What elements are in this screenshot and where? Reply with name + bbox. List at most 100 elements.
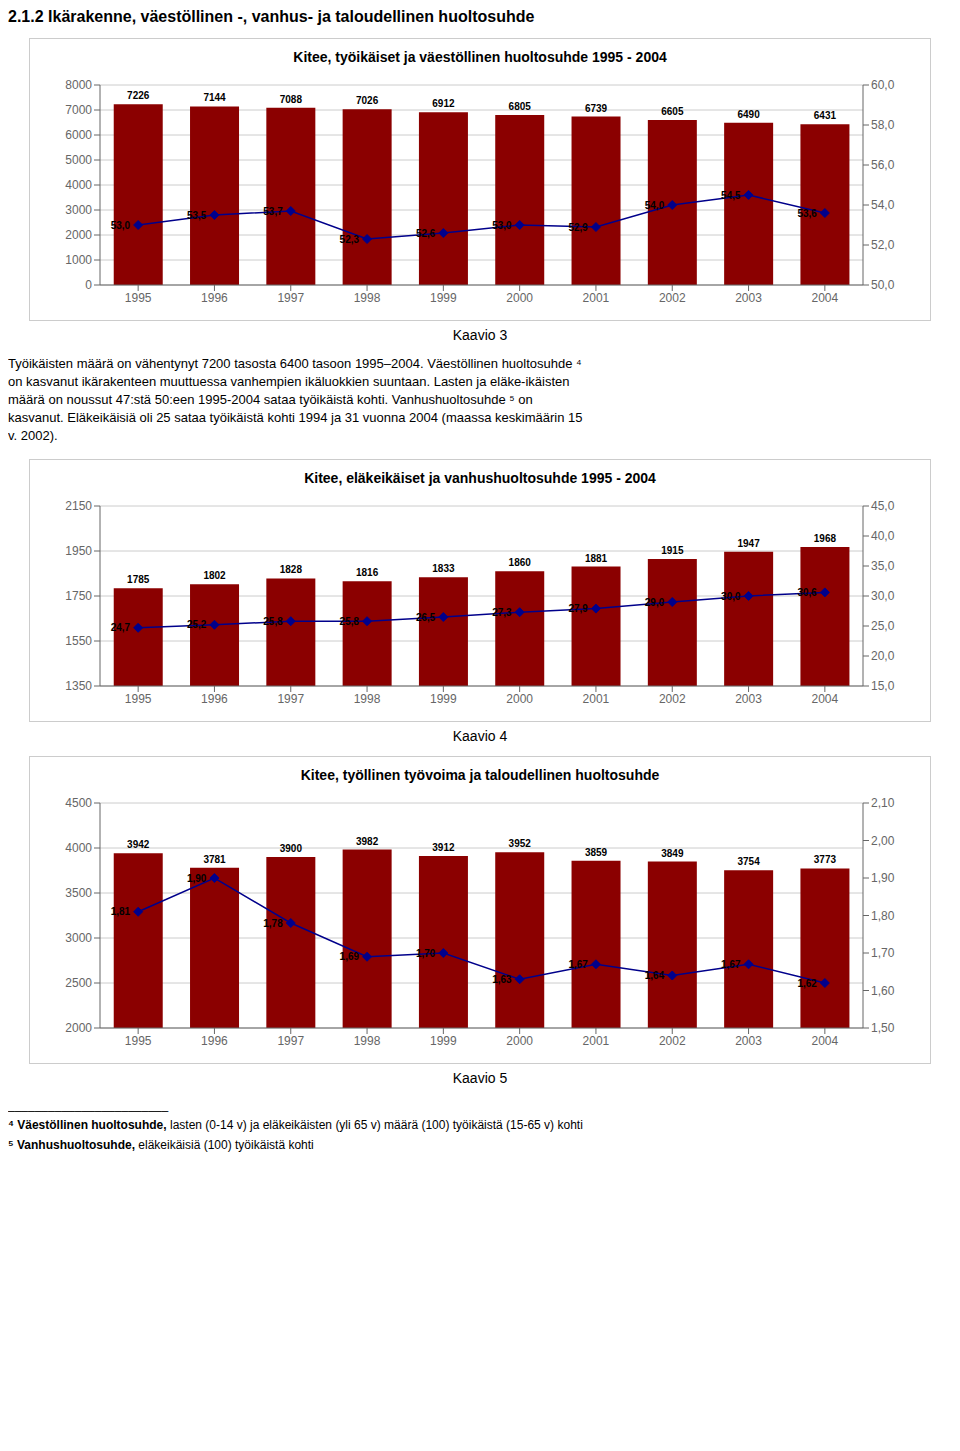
svg-text:1,64: 1,64 <box>645 970 665 981</box>
svg-text:1995: 1995 <box>125 291 152 305</box>
svg-text:1816: 1816 <box>356 567 379 578</box>
svg-text:3859: 3859 <box>585 847 608 858</box>
svg-text:7144: 7144 <box>203 92 226 103</box>
svg-text:1999: 1999 <box>430 291 457 305</box>
svg-text:24,7: 24,7 <box>111 622 131 633</box>
svg-text:52,9: 52,9 <box>568 222 588 233</box>
svg-text:15,0: 15,0 <box>871 679 895 693</box>
svg-text:2000: 2000 <box>65 1021 92 1035</box>
svg-text:60,0: 60,0 <box>871 78 895 92</box>
svg-text:6000: 6000 <box>65 128 92 142</box>
svg-text:52,3: 52,3 <box>340 234 360 245</box>
svg-text:52,0: 52,0 <box>871 238 895 252</box>
svg-text:1947: 1947 <box>738 538 761 549</box>
svg-text:1,70: 1,70 <box>871 946 895 960</box>
svg-text:1997: 1997 <box>277 692 304 706</box>
svg-text:40,0: 40,0 <box>871 529 895 543</box>
svg-text:1950: 1950 <box>65 544 92 558</box>
svg-text:1,69: 1,69 <box>340 951 360 962</box>
svg-text:25,2: 25,2 <box>187 619 207 630</box>
svg-text:1968: 1968 <box>814 533 837 544</box>
svg-text:1,80: 1,80 <box>871 909 895 923</box>
svg-text:4500: 4500 <box>65 796 92 810</box>
svg-text:50,0: 50,0 <box>871 278 895 292</box>
svg-text:2002: 2002 <box>659 1034 686 1048</box>
svg-text:58,0: 58,0 <box>871 118 895 132</box>
svg-text:6805: 6805 <box>509 101 532 112</box>
svg-text:3900: 3900 <box>280 843 303 854</box>
svg-text:1995: 1995 <box>125 692 152 706</box>
svg-text:3000: 3000 <box>65 203 92 217</box>
svg-text:27,3: 27,3 <box>492 607 512 618</box>
svg-text:2001: 2001 <box>583 291 610 305</box>
svg-text:1860: 1860 <box>509 557 532 568</box>
svg-text:1000: 1000 <box>65 253 92 267</box>
svg-text:6605: 6605 <box>661 106 684 117</box>
svg-text:1,81: 1,81 <box>111 906 131 917</box>
svg-text:1998: 1998 <box>354 692 381 706</box>
svg-text:4000: 4000 <box>65 178 92 192</box>
svg-text:1881: 1881 <box>585 553 608 564</box>
svg-text:3952: 3952 <box>509 838 532 849</box>
svg-text:35,0: 35,0 <box>871 559 895 573</box>
svg-text:26,5: 26,5 <box>416 612 436 623</box>
svg-text:1999: 1999 <box>430 1034 457 1048</box>
svg-text:30,6: 30,6 <box>797 587 817 598</box>
svg-text:1750: 1750 <box>65 589 92 603</box>
svg-text:7088: 7088 <box>280 94 303 105</box>
svg-text:7226: 7226 <box>127 90 150 101</box>
svg-text:27,9: 27,9 <box>568 603 588 614</box>
svg-text:1,90: 1,90 <box>871 871 895 885</box>
svg-text:30,0: 30,0 <box>871 589 895 603</box>
svg-text:1995: 1995 <box>125 1034 152 1048</box>
svg-text:2000: 2000 <box>506 1034 533 1048</box>
svg-text:1997: 1997 <box>277 291 304 305</box>
svg-text:1997: 1997 <box>277 1034 304 1048</box>
svg-text:25,8: 25,8 <box>340 616 360 627</box>
svg-text:3912: 3912 <box>432 842 455 853</box>
svg-text:2,00: 2,00 <box>871 834 895 848</box>
svg-text:1,67: 1,67 <box>568 959 588 970</box>
svg-text:1,90: 1,90 <box>187 873 207 884</box>
svg-text:53,0: 53,0 <box>492 220 512 231</box>
svg-text:3773: 3773 <box>814 854 837 865</box>
svg-text:7026: 7026 <box>356 95 379 106</box>
svg-text:53,6: 53,6 <box>797 208 817 219</box>
svg-text:3500: 3500 <box>65 886 92 900</box>
svg-text:3000: 3000 <box>65 931 92 945</box>
svg-text:2003: 2003 <box>735 1034 762 1048</box>
svg-text:1996: 1996 <box>201 692 228 706</box>
svg-text:2000: 2000 <box>506 291 533 305</box>
svg-text:2000: 2000 <box>506 692 533 706</box>
svg-text:6490: 6490 <box>738 109 761 120</box>
svg-text:7000: 7000 <box>65 103 92 117</box>
svg-text:53,5: 53,5 <box>187 210 207 221</box>
svg-text:1833: 1833 <box>432 563 455 574</box>
svg-text:5000: 5000 <box>65 153 92 167</box>
svg-text:2004: 2004 <box>811 1034 838 1048</box>
svg-text:4000: 4000 <box>65 841 92 855</box>
svg-text:1,63: 1,63 <box>492 974 512 985</box>
svg-text:3781: 3781 <box>203 854 226 865</box>
svg-text:25,8: 25,8 <box>263 616 283 627</box>
svg-text:1,78: 1,78 <box>263 918 283 929</box>
svg-text:2,10: 2,10 <box>871 796 895 810</box>
svg-text:2004: 2004 <box>811 692 838 706</box>
svg-text:1802: 1802 <box>203 570 226 581</box>
svg-text:2150: 2150 <box>65 499 92 513</box>
svg-text:53,7: 53,7 <box>263 206 283 217</box>
svg-text:6739: 6739 <box>585 103 608 114</box>
svg-text:2500: 2500 <box>65 976 92 990</box>
svg-text:0: 0 <box>85 278 92 292</box>
svg-text:2002: 2002 <box>659 692 686 706</box>
svg-text:2003: 2003 <box>735 291 762 305</box>
svg-text:2001: 2001 <box>583 1034 610 1048</box>
svg-text:2000: 2000 <box>65 228 92 242</box>
svg-text:1550: 1550 <box>65 634 92 648</box>
svg-text:1996: 1996 <box>201 291 228 305</box>
svg-text:54,0: 54,0 <box>645 200 665 211</box>
svg-text:52,6: 52,6 <box>416 228 436 239</box>
svg-text:29,0: 29,0 <box>645 597 665 608</box>
svg-text:3982: 3982 <box>356 836 379 847</box>
svg-text:1999: 1999 <box>430 692 457 706</box>
